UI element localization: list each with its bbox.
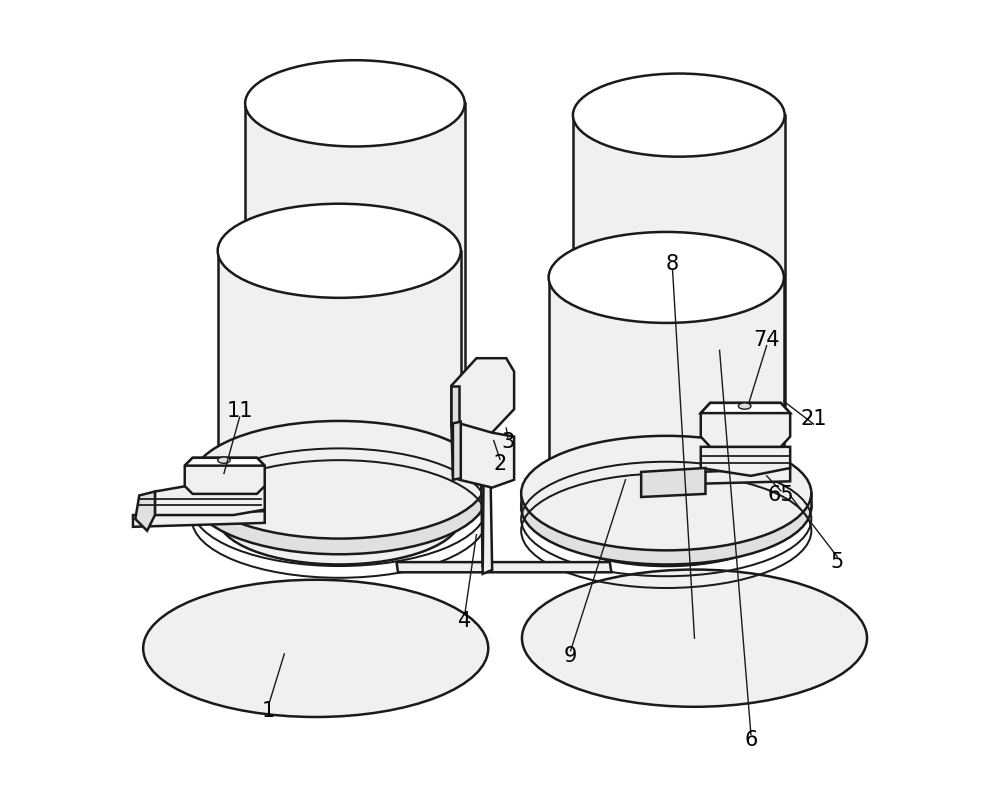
- Polygon shape: [451, 423, 514, 488]
- Ellipse shape: [738, 403, 751, 409]
- Text: 65: 65: [767, 486, 794, 505]
- Polygon shape: [185, 458, 265, 494]
- Ellipse shape: [218, 204, 461, 297]
- Polygon shape: [701, 403, 790, 413]
- Polygon shape: [245, 103, 465, 417]
- Ellipse shape: [549, 475, 784, 566]
- Polygon shape: [133, 511, 265, 527]
- Text: 2: 2: [493, 454, 507, 474]
- Text: 6: 6: [744, 730, 758, 750]
- Ellipse shape: [521, 436, 811, 550]
- Polygon shape: [396, 562, 611, 572]
- Ellipse shape: [143, 580, 488, 717]
- Polygon shape: [135, 492, 155, 530]
- Ellipse shape: [521, 450, 811, 564]
- Polygon shape: [480, 390, 492, 574]
- Ellipse shape: [192, 421, 487, 538]
- Text: 1: 1: [262, 701, 275, 721]
- Text: 3: 3: [501, 432, 514, 452]
- Ellipse shape: [218, 471, 461, 564]
- Text: 21: 21: [800, 408, 827, 429]
- Text: 4: 4: [458, 611, 471, 631]
- Polygon shape: [701, 468, 790, 484]
- Polygon shape: [155, 486, 265, 515]
- Polygon shape: [453, 422, 461, 480]
- Polygon shape: [192, 480, 487, 496]
- Polygon shape: [549, 278, 784, 520]
- Ellipse shape: [573, 73, 785, 157]
- Polygon shape: [218, 251, 461, 517]
- Text: 11: 11: [226, 401, 253, 421]
- Polygon shape: [451, 358, 514, 438]
- Polygon shape: [521, 493, 811, 507]
- Polygon shape: [641, 468, 705, 497]
- Polygon shape: [185, 458, 265, 466]
- Polygon shape: [573, 115, 785, 405]
- Text: 5: 5: [831, 552, 844, 572]
- Text: 9: 9: [564, 646, 577, 667]
- Polygon shape: [701, 403, 790, 447]
- Text: 74: 74: [753, 331, 780, 350]
- Polygon shape: [701, 447, 790, 476]
- Ellipse shape: [192, 437, 487, 554]
- Ellipse shape: [218, 457, 230, 464]
- Text: 8: 8: [666, 254, 679, 274]
- Polygon shape: [451, 386, 459, 425]
- Ellipse shape: [522, 570, 867, 707]
- Ellipse shape: [549, 232, 784, 323]
- Ellipse shape: [245, 61, 465, 146]
